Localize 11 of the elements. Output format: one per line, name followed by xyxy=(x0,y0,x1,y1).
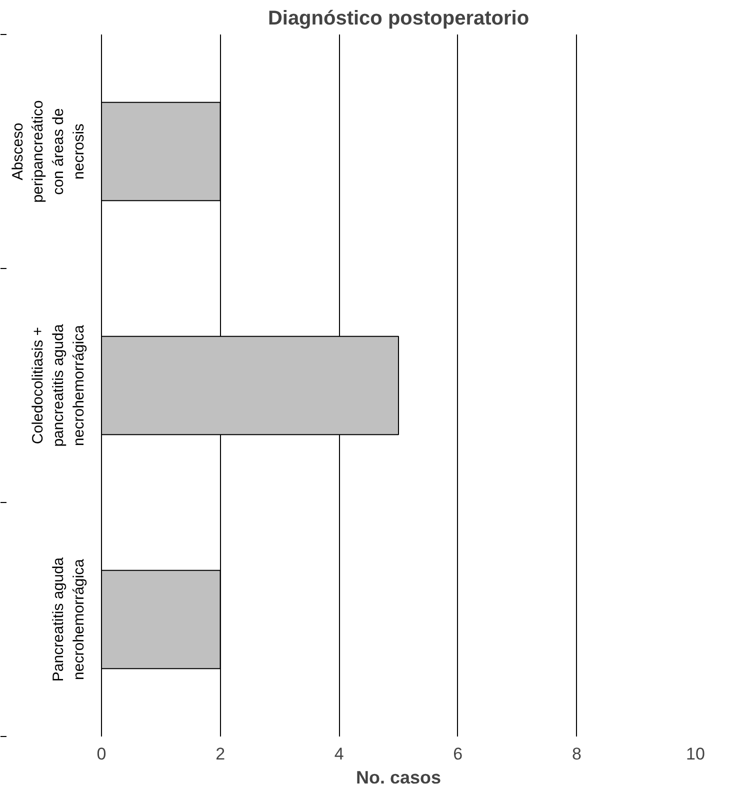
chart-title: Diagnóstico postoperatorio xyxy=(268,8,530,30)
x-tick-label: 0 xyxy=(96,744,106,764)
y-tick-label: Pancreatitis aguda necrohemorrágica xyxy=(50,556,88,682)
x-tick-label: 4 xyxy=(334,744,344,764)
y-tick-label: Coledocolitiasis + pancreatitis aguda necrohemorrágica xyxy=(30,324,88,447)
x-tick-label: 10 xyxy=(686,744,705,764)
x-tick-label: 8 xyxy=(572,744,582,764)
x-axis-title: No. casos xyxy=(356,768,442,788)
x-tick-label: 2 xyxy=(216,744,226,764)
y-tick-label: Absceso peripancreático con áreas de necrosis xyxy=(9,100,88,203)
x-tick-label: 6 xyxy=(453,744,463,764)
